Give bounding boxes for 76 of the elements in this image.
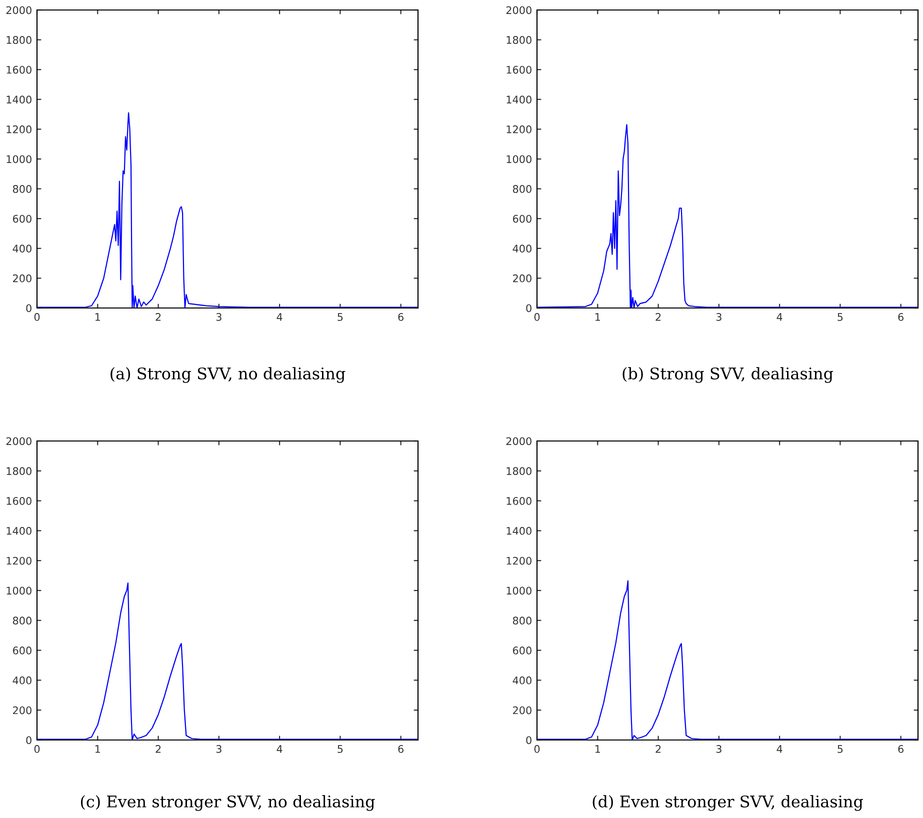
x-tick-label: 5: [338, 745, 343, 753]
y-tick-label: 1400: [6, 526, 32, 535]
x-tick-label: 6: [398, 745, 404, 753]
x-tick-label: 0: [34, 313, 40, 321]
x-tick-label: 3: [716, 745, 722, 753]
x-tick-label: 5: [838, 745, 843, 753]
y-tick-label: 600: [512, 646, 532, 654]
text: (c) Even stronger SVV, no dealiasing: [80, 795, 375, 811]
y-tick-label: 400: [12, 244, 32, 253]
y-tick-label: 2000: [6, 6, 32, 14]
y-tick-label: 200: [13, 706, 32, 714]
x-tick-label: 1: [95, 313, 100, 321]
y-tick-label: 400: [512, 676, 532, 684]
y-tick-label: 400: [512, 244, 532, 253]
y-tick-label: 1000: [506, 155, 532, 164]
y-tick-label: 1800: [6, 36, 32, 44]
y-tick-label: 800: [12, 185, 32, 193]
x-tick-label: 4: [276, 745, 282, 753]
y-tick-label: 1800: [506, 36, 532, 44]
y-tick-label: 0: [526, 304, 532, 312]
y-tick-label: 2000: [506, 6, 532, 14]
x-tick-label: 6: [898, 745, 904, 753]
x-tick-label: 0: [534, 313, 540, 321]
y-tick-label: 1400: [506, 526, 532, 535]
x-tick-label: 4: [276, 313, 282, 321]
x-tick-label: 2: [156, 313, 161, 321]
x-tick-label: 5: [838, 313, 843, 321]
x-tick-label: 3: [716, 313, 722, 321]
y-tick-label: 2000: [506, 437, 532, 446]
y-tick-label: 400: [12, 676, 32, 684]
y-tick-label: 1000: [506, 586, 532, 595]
y-tick-label: 1200: [506, 125, 532, 134]
y-tick-label: 1200: [6, 556, 32, 565]
x-tick-label: 1: [95, 745, 100, 753]
text: (a) Strong SVV, no dealiasing: [110, 367, 346, 383]
y-tick-label: 600: [512, 214, 532, 223]
x-tick-label: 6: [398, 313, 404, 321]
y-tick-label: 1200: [506, 556, 532, 565]
y-tick-label: 1600: [6, 66, 32, 74]
x-tick-label: 5: [338, 313, 343, 321]
y-tick-label: 0: [26, 736, 32, 744]
y-tick-label: 1200: [6, 125, 32, 134]
x-tick-label: 1: [595, 313, 600, 321]
y-tick-label: 1800: [6, 467, 32, 476]
y-tick-label: 1600: [506, 497, 532, 505]
y-tick-label: 200: [13, 274, 32, 282]
x-tick-label: 0: [534, 745, 540, 753]
y-tick-label: 1400: [506, 96, 532, 104]
x-tick-label: 4: [776, 313, 782, 321]
y-tick-label: 800: [512, 616, 532, 625]
y-tick-label: 200: [513, 274, 532, 282]
x-tick-label: 3: [216, 313, 222, 321]
y-tick-label: 800: [12, 616, 32, 625]
x-tick-label: 3: [216, 745, 222, 753]
x-tick-label: 1: [595, 745, 600, 753]
y-tick-label: 600: [12, 646, 32, 654]
y-tick-label: 1600: [506, 66, 532, 74]
x-tick-label: 0: [34, 745, 40, 753]
y-tick-label: 200: [513, 706, 532, 714]
x-tick-label: 4: [776, 745, 782, 753]
x-tick-label: 2: [656, 313, 661, 321]
text: (b) Strong SVV, dealiasing: [622, 367, 834, 383]
y-tick-label: 1000: [6, 155, 32, 164]
y-tick-label: 1400: [6, 96, 32, 104]
x-tick-label: 2: [656, 745, 661, 753]
text: (d) Even stronger SVV, dealiasing: [592, 795, 863, 811]
y-tick-label: 1600: [6, 497, 32, 505]
x-tick-label: 6: [898, 313, 904, 321]
y-tick-label: 0: [26, 304, 32, 312]
y-tick-label: 2000: [6, 437, 32, 446]
y-tick-label: 1800: [506, 467, 532, 476]
y-tick-label: 1000: [6, 586, 32, 595]
y-tick-label: 800: [512, 185, 532, 193]
x-tick-label: 2: [156, 745, 161, 753]
y-tick-label: 0: [526, 736, 532, 744]
y-tick-label: 600: [12, 214, 32, 223]
